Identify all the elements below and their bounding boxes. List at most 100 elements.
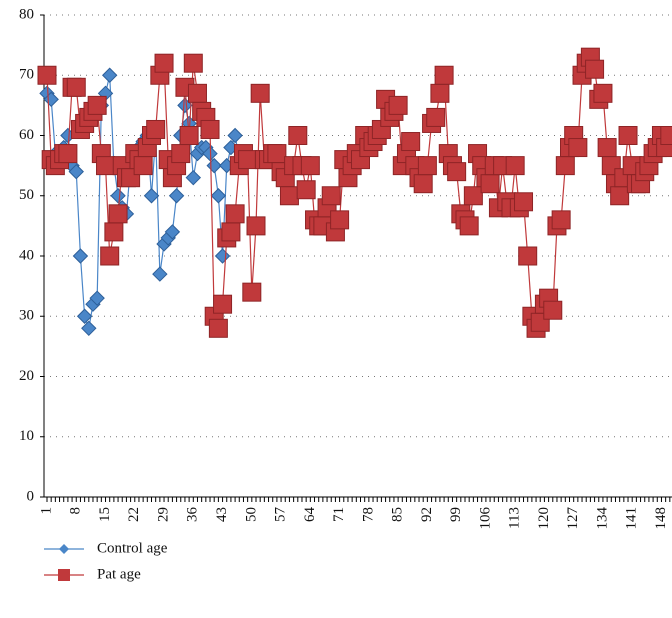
x-tick-label: 78: [360, 507, 376, 522]
point: [143, 188, 160, 204]
point: [593, 83, 613, 103]
point: [610, 186, 630, 206]
point: [100, 246, 120, 266]
point: [168, 188, 185, 204]
series-line: [46, 55, 671, 331]
x-tick-label: 134: [594, 507, 610, 530]
x-tick-label: 85: [390, 507, 406, 522]
point: [660, 126, 672, 145]
x-tick-label: 141: [624, 507, 640, 530]
point: [505, 156, 525, 176]
point: [447, 162, 467, 182]
point: [208, 318, 228, 338]
x-tick-label: 43: [214, 507, 230, 522]
point: [179, 126, 199, 145]
y-tick-label: 0: [27, 488, 35, 504]
point: [434, 65, 454, 85]
point: [81, 320, 97, 337]
point: [296, 180, 316, 200]
x-tick-label: 50: [243, 507, 259, 522]
y-tick-label: 20: [19, 368, 34, 384]
point: [426, 107, 446, 127]
point: [555, 156, 575, 176]
point: [200, 119, 220, 139]
y-tick-label: 40: [19, 247, 34, 263]
point: [300, 156, 320, 176]
x-tick-label: 127: [565, 507, 581, 530]
point: [89, 290, 105, 306]
y-tick-label: 10: [19, 428, 34, 444]
point: [618, 126, 638, 145]
y-tick-label: 50: [19, 187, 34, 203]
y-tick-label: 30: [19, 308, 34, 324]
point: [183, 53, 203, 73]
point: [459, 216, 479, 236]
point: [164, 224, 181, 240]
x-tick-label: 36: [185, 507, 201, 523]
point: [110, 188, 126, 204]
x-tick-label: 22: [126, 507, 142, 522]
point: [68, 163, 84, 180]
point: [225, 204, 245, 224]
point: [37, 65, 57, 85]
point: [221, 222, 241, 242]
point: [152, 266, 168, 282]
legend-label: Control age: [97, 540, 168, 556]
point: [551, 210, 571, 230]
point: [214, 248, 231, 264]
x-tick-label: 99: [448, 507, 464, 522]
x-tick-label: 71: [331, 507, 347, 522]
point: [146, 119, 166, 139]
x-tick-label: 92: [419, 507, 435, 522]
point: [480, 174, 500, 194]
point: [279, 186, 299, 206]
y-tick-label: 70: [19, 67, 34, 83]
point: [388, 95, 408, 115]
point: [401, 132, 421, 152]
x-tick-label: 57: [273, 507, 289, 523]
point: [58, 144, 78, 164]
x-tick-label: 113: [507, 507, 523, 529]
point: [108, 204, 128, 224]
point: [518, 246, 538, 266]
point: [242, 282, 262, 302]
point: [463, 186, 483, 206]
point: [267, 144, 287, 164]
point: [185, 169, 202, 186]
point: [543, 300, 563, 320]
point: [66, 77, 86, 97]
point: [213, 294, 233, 314]
point: [330, 210, 350, 230]
y-tick-label: 60: [19, 127, 34, 143]
point: [238, 150, 258, 170]
point: [154, 53, 174, 73]
x-tick-label: 120: [536, 507, 552, 530]
series: [37, 47, 672, 338]
point: [514, 192, 534, 212]
point: [585, 59, 605, 79]
point: [101, 67, 118, 83]
x-tick-label: 1: [38, 507, 54, 515]
point: [597, 138, 617, 158]
point: [246, 216, 266, 236]
legend-marker: [58, 569, 70, 581]
x-tick-label: 148: [653, 507, 669, 530]
point: [133, 156, 153, 176]
point: [171, 144, 191, 164]
x-tick-label: 8: [68, 507, 84, 515]
point: [250, 83, 270, 103]
x-tick-label: 106: [477, 507, 493, 530]
point: [104, 222, 124, 242]
legend-marker: [59, 544, 69, 554]
point: [210, 188, 227, 204]
point: [321, 186, 341, 206]
x-tick-label: 29: [155, 507, 171, 522]
point: [76, 308, 93, 324]
point: [413, 174, 433, 194]
legend-label: Pat age: [97, 566, 141, 582]
point: [568, 138, 588, 158]
point: [96, 156, 116, 176]
point: [187, 83, 207, 103]
point: [288, 126, 308, 145]
